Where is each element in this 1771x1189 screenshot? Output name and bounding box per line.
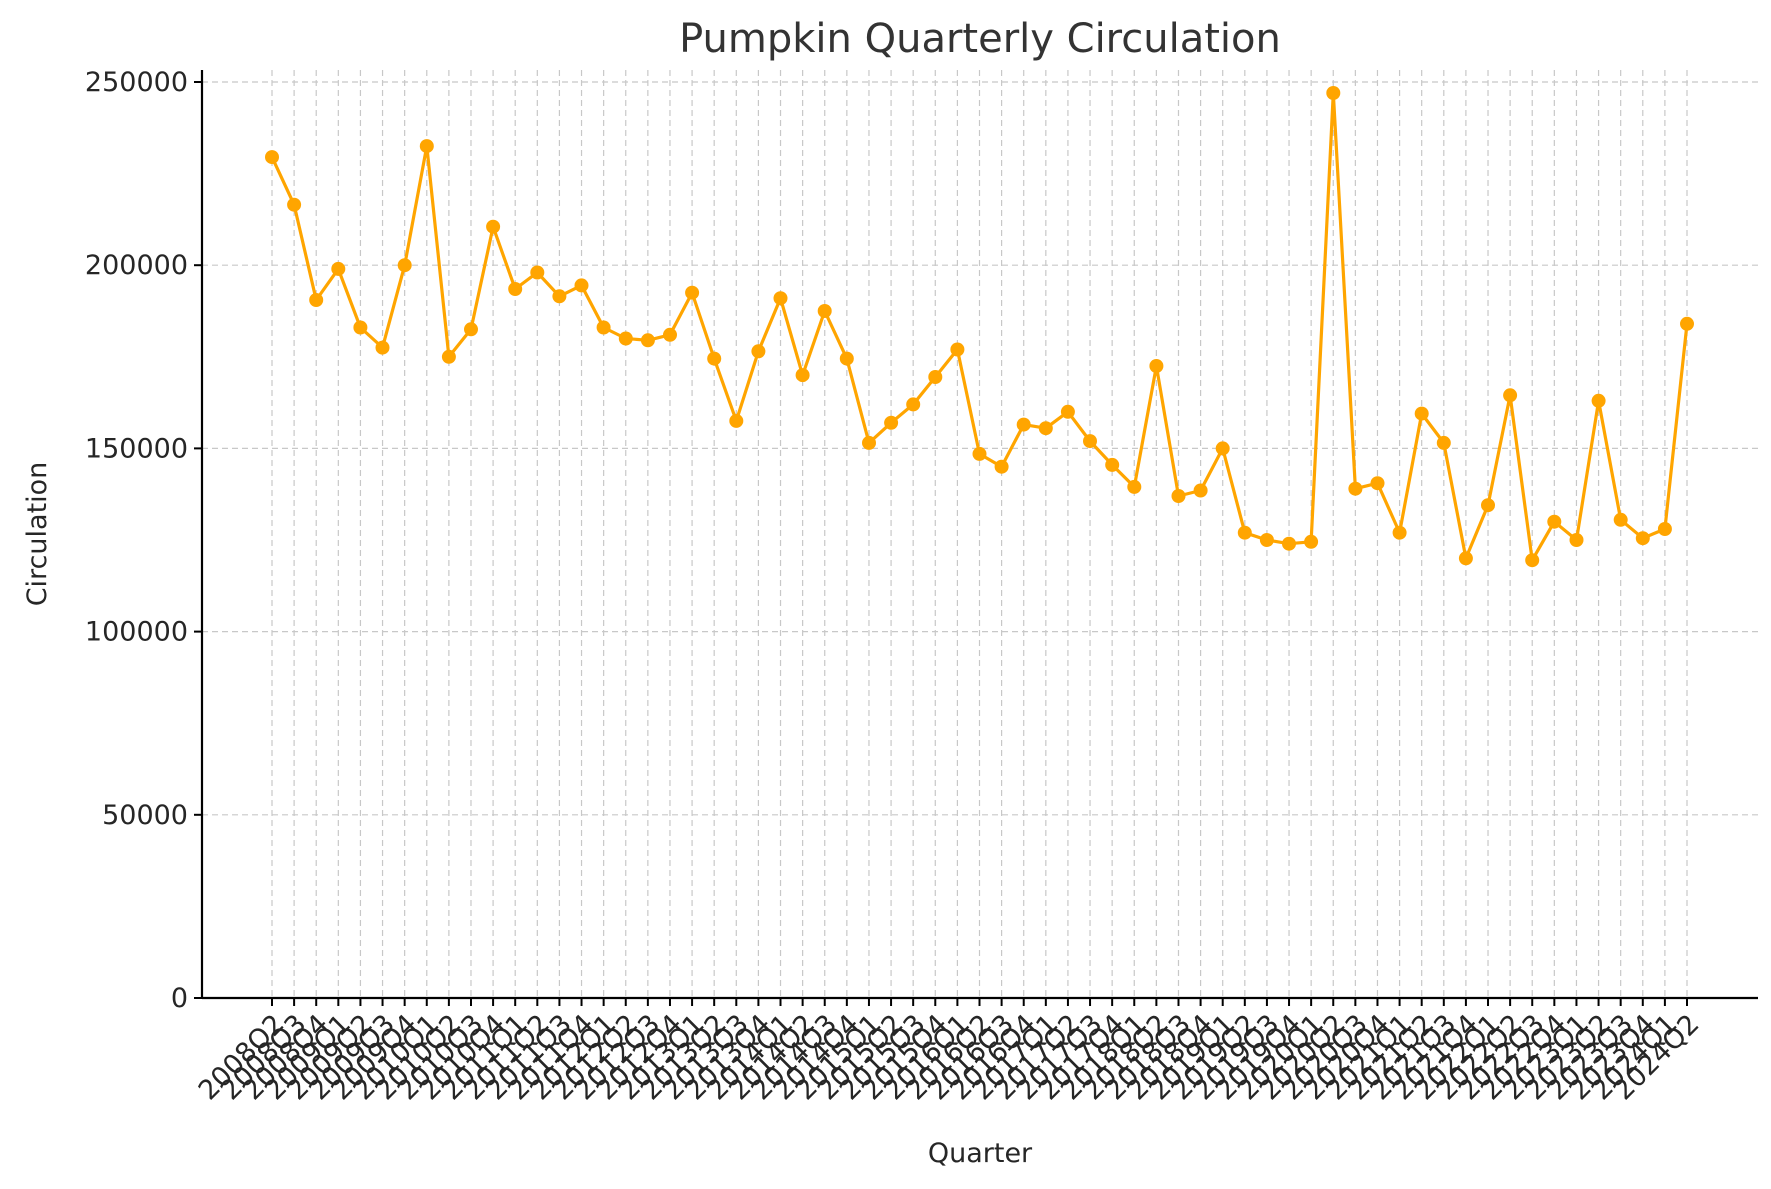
- data-point: [309, 293, 324, 307]
- x-ticks: 2008Q22008Q32008Q42009Q12009Q22009Q32009…: [193, 998, 1706, 1106]
- data-point: [375, 340, 390, 355]
- data-point: [839, 351, 854, 366]
- data-point: [1038, 421, 1053, 436]
- data-point: [552, 289, 567, 304]
- data-point: [994, 459, 1009, 474]
- data-point: [1083, 434, 1097, 449]
- y-tick-label: 0: [171, 983, 188, 1014]
- y-tick-label: 100000: [85, 617, 188, 648]
- data-point: [1503, 388, 1518, 403]
- data-point: [1635, 531, 1650, 546]
- data-point: [1680, 316, 1694, 331]
- data-point: [618, 331, 633, 346]
- data-point: [1060, 404, 1075, 419]
- data-point: [1127, 479, 1142, 494]
- data-point: [1436, 435, 1451, 450]
- series: [265, 86, 1694, 568]
- data-point: [1171, 489, 1186, 503]
- data-point: [1414, 406, 1429, 421]
- data-point: [1481, 498, 1495, 513]
- grid: [202, 70, 1758, 998]
- data-point: [265, 150, 279, 165]
- data-point: [1348, 481, 1363, 496]
- data-point: [1105, 457, 1120, 472]
- data-point: [972, 446, 987, 461]
- y-tick-label: 150000: [85, 433, 188, 464]
- data-point: [1547, 514, 1562, 529]
- data-point: [685, 285, 700, 300]
- data-point: [287, 197, 302, 212]
- y-tick-label: 50000: [102, 800, 188, 831]
- data-point: [729, 413, 744, 428]
- data-point: [817, 304, 832, 318]
- data-point: [1304, 534, 1319, 549]
- data-point: [1237, 525, 1252, 540]
- data-point: [950, 342, 965, 357]
- data-point: [928, 370, 943, 384]
- data-point: [1569, 533, 1584, 547]
- data-point: [353, 320, 368, 335]
- data-point: [640, 333, 655, 348]
- data-point: [1591, 393, 1606, 408]
- chart-title: Pumpkin Quarterly Circulation: [679, 16, 1281, 62]
- data-point: [1657, 522, 1672, 536]
- data-point: [419, 139, 434, 154]
- data-point: [906, 397, 921, 412]
- y-axis-label: Circulation: [22, 462, 53, 607]
- x-axis-label: Quarter: [928, 1138, 1033, 1169]
- y-tick-label: 200000: [85, 250, 188, 281]
- data-point: [397, 258, 412, 273]
- data-point: [1370, 476, 1385, 491]
- y-tick-label: 250000: [85, 67, 188, 98]
- data-point: [1193, 483, 1208, 498]
- data-point: [331, 261, 346, 276]
- data-point: [508, 282, 523, 296]
- data-point: [773, 291, 788, 306]
- data-point: [795, 368, 810, 383]
- data-point: [441, 349, 456, 364]
- data-point: [1016, 417, 1031, 432]
- data-point: [751, 344, 766, 359]
- data-point: [574, 278, 589, 293]
- data-point: [1326, 86, 1341, 100]
- data-point: [1282, 536, 1296, 551]
- data-point: [1458, 551, 1473, 566]
- data-point: [530, 265, 545, 280]
- data-point: [1613, 512, 1628, 527]
- data-point: [596, 320, 611, 335]
- y-ticks: 0 50000 100000 150000 200000 250000: [85, 67, 202, 1014]
- data-point: [486, 219, 501, 234]
- data-point: [1215, 441, 1230, 456]
- data-point: [1392, 525, 1407, 540]
- data-point: [1259, 533, 1274, 547]
- data-point: [884, 415, 899, 430]
- data-point: [707, 351, 722, 366]
- data-point: [464, 322, 478, 337]
- data-point: [663, 327, 677, 342]
- data-point: [1525, 553, 1540, 568]
- data-point: [1149, 359, 1164, 373]
- data-point: [862, 435, 876, 450]
